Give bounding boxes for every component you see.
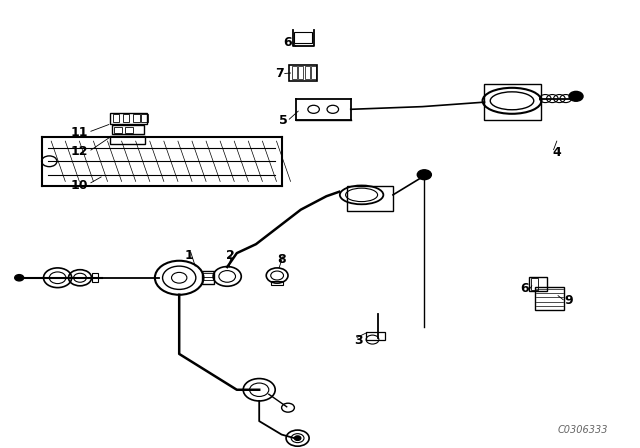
Text: 2: 2 — [226, 249, 235, 262]
Text: 4: 4 — [552, 146, 561, 159]
Circle shape — [294, 436, 301, 440]
Bar — [92, 273, 98, 282]
Bar — [114, 127, 122, 133]
Bar — [110, 136, 145, 144]
Bar — [484, 84, 541, 120]
Bar — [311, 66, 316, 79]
Bar — [292, 66, 297, 79]
Bar — [112, 125, 144, 134]
Text: 11: 11 — [71, 125, 88, 139]
Bar — [305, 66, 310, 79]
Text: 1: 1 — [184, 249, 193, 262]
Bar — [202, 271, 214, 284]
Bar — [133, 114, 140, 122]
Text: 9: 9 — [564, 293, 573, 307]
Text: C0306333: C0306333 — [557, 425, 607, 435]
Text: 7: 7 — [275, 67, 284, 81]
Text: 6: 6 — [284, 36, 292, 49]
Text: 10: 10 — [71, 179, 88, 193]
Bar — [535, 287, 564, 310]
Text: 8: 8 — [277, 253, 286, 267]
Bar — [271, 281, 283, 285]
Bar — [298, 66, 303, 79]
Bar — [125, 127, 133, 133]
Text: 12: 12 — [71, 145, 88, 158]
Text: 6: 6 — [520, 282, 529, 296]
Circle shape — [15, 275, 24, 281]
Bar — [141, 114, 148, 122]
Circle shape — [569, 91, 583, 101]
Bar — [366, 332, 385, 340]
Bar — [529, 277, 547, 291]
Text: 5: 5 — [279, 113, 288, 127]
Bar — [289, 65, 317, 81]
Circle shape — [417, 170, 431, 180]
Bar — [294, 32, 312, 43]
Text: 3: 3 — [354, 334, 363, 347]
Bar — [531, 278, 538, 290]
Bar — [110, 113, 147, 124]
Bar — [113, 114, 119, 122]
Bar — [123, 114, 129, 122]
Bar — [347, 186, 393, 211]
